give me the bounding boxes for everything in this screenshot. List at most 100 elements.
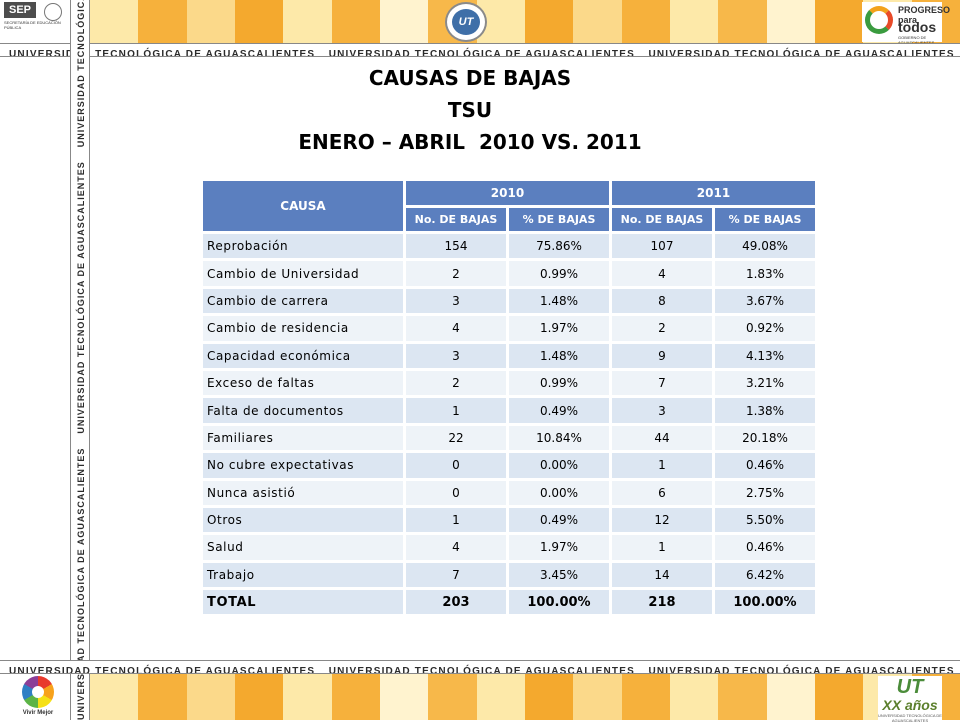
cell-percent-2011: 6.42% <box>715 562 815 588</box>
title-line-3: ENERO – ABRIL 2010 VS. 2011 <box>298 130 642 154</box>
cell-percent-2010: 1.97% <box>509 316 609 341</box>
cell-count-2011: 2 <box>612 316 712 341</box>
header-count-2011: No. DE BAJAS <box>612 208 712 231</box>
cell-percent-2010: 1.48% <box>509 343 609 368</box>
cell-count-2011: 107 <box>612 234 712 259</box>
header-count-2010: No. DE BAJAS <box>406 208 506 231</box>
header-year-2011: 2011 <box>612 181 815 205</box>
cell-percent-2011: 20.18% <box>715 425 815 451</box>
cell-count-2010: 1 <box>406 398 506 423</box>
cell-cause: Cambio de residencia <box>203 316 403 341</box>
cell-percent-2011: 49.08% <box>715 234 815 259</box>
cell-count-2011: 14 <box>612 562 712 588</box>
progreso-line1: PROGRESO para <box>898 5 951 25</box>
cell-count-2011: 12 <box>612 507 712 533</box>
cell-count-2010: 0 <box>406 480 506 505</box>
cell-percent-2011: 3.21% <box>715 370 815 396</box>
banner-text: UNIVERSIDAD TECNOLÓGICA DE AGUASCALIENTE… <box>9 49 316 57</box>
banner-text: UNIVERSIDAD TECNOLÓGICA DE AGUASCALIENTE… <box>328 49 635 57</box>
vivir-mejor-logo: Vivir Mejor <box>16 676 60 720</box>
cell-total-percent-2011: 100.00% <box>715 590 815 615</box>
ut-seal-text: UT <box>452 9 480 35</box>
dropout-causes-table: CAUSA 2010 2011 No. DE BAJAS % DE BAJAS … <box>200 178 818 617</box>
cell-percent-2011: 1.83% <box>715 261 815 286</box>
progreso-symbol-icon <box>865 6 893 34</box>
cell-percent-2011: 1.38% <box>715 398 815 423</box>
cell-total-count-2010: 203 <box>406 590 506 615</box>
vivir-mejor-text: Vivir Mejor <box>22 710 54 716</box>
vertical-banner-text: UNIVERSIDAD TECNOLÓGICA DE AGUASCALIENTE… <box>76 0 86 720</box>
cell-cause: No cubre expectativas <box>203 453 403 478</box>
cell-cause: Capacidad económica <box>203 343 403 368</box>
cell-count-2011: 1 <box>612 535 712 560</box>
progreso-line2: todos <box>898 19 937 35</box>
cell-percent-2011: 0.92% <box>715 316 815 341</box>
cell-count-2010: 0 <box>406 453 506 478</box>
cell-count-2010: 7 <box>406 562 506 588</box>
cell-count-2011: 6 <box>612 480 712 505</box>
cell-percent-2010: 0.00% <box>509 453 609 478</box>
cell-cause: Nunca asistió <box>203 480 403 505</box>
cell-percent-2010: 0.99% <box>509 261 609 286</box>
banner-text: UNIVERSIDAD TECNOLÓGICA DE AGUASCALIENTE… <box>328 666 635 674</box>
cell-percent-2011: 2.75% <box>715 480 815 505</box>
cell-count-2010: 3 <box>406 343 506 368</box>
sep-logo-text: SEP <box>4 2 36 18</box>
sep-subtitle: SECRETARÍA DE EDUCACIÓN PÚBLICA <box>4 20 61 30</box>
cell-cause: Cambio de Universidad <box>203 261 403 286</box>
cell-count-2010: 1 <box>406 507 506 533</box>
table-row: Capacidad económica 3 1.48% 9 4.13% <box>203 343 815 368</box>
cell-percent-2011: 3.67% <box>715 288 815 314</box>
table-row: Cambio de Universidad 2 0.99% 4 1.83% <box>203 261 815 286</box>
cell-total-count-2011: 218 <box>612 590 712 615</box>
cell-percent-2011: 0.46% <box>715 535 815 560</box>
table-row: Nunca asistió 0 0.00% 6 2.75% <box>203 480 815 505</box>
cell-percent-2010: 0.49% <box>509 507 609 533</box>
cell-total-percent-2010: 100.00% <box>509 590 609 615</box>
table-row: Otros 1 0.49% 12 5.50% <box>203 507 815 533</box>
cell-cause: Falta de documentos <box>203 398 403 423</box>
cell-count-2011: 9 <box>612 343 712 368</box>
banner-text: UNIVERSIDAD TECNOLÓGICA DE AGUASCALIENTE… <box>9 666 316 674</box>
university-banner-top: UNIVERSIDAD TECNOLÓGICA DE AGUASCALIENTE… <box>0 43 960 57</box>
cell-count-2010: 2 <box>406 261 506 286</box>
university-banner-bottom: UNIVERSIDAD TECNOLÓGICA DE AGUASCALIENTE… <box>0 660 960 674</box>
sep-logo: SEP SECRETARÍA DE EDUCACIÓN PÚBLICA <box>4 2 74 42</box>
ut-seal-logo: UT <box>445 2 487 42</box>
cell-count-2010: 4 <box>406 316 506 341</box>
cell-count-2011: 4 <box>612 261 712 286</box>
header-percent-2011: % DE BAJAS <box>715 208 815 231</box>
cell-total-label: TOTAL <box>203 590 403 615</box>
header-percent-2010: % DE BAJAS <box>509 208 609 231</box>
slide-title: CAUSAS DE BAJAS TSU ENERO – ABRIL 2010 V… <box>220 62 720 158</box>
cell-percent-2010: 10.84% <box>509 425 609 451</box>
cell-cause: Otros <box>203 507 403 533</box>
cell-count-2010: 22 <box>406 425 506 451</box>
table-row: Falta de documentos 1 0.49% 3 1.38% <box>203 398 815 423</box>
header-cause: CAUSA <box>203 181 403 231</box>
table-row: Cambio de residencia 4 1.97% 2 0.92% <box>203 316 815 341</box>
cell-cause: Familiares <box>203 425 403 451</box>
cell-count-2011: 7 <box>612 370 712 396</box>
cell-count-2011: 44 <box>612 425 712 451</box>
cell-percent-2011: 0.46% <box>715 453 815 478</box>
progreso-line3: GOBIERNO DE AGUASCALIENTES <box>898 35 934 45</box>
header-stripes <box>90 0 960 43</box>
cell-count-2011: 8 <box>612 288 712 314</box>
banner-text: UNIVERSIDAD TECNOLÓGICA DE AGUASCALIENTE… <box>648 49 955 57</box>
table-row: Salud 4 1.97% 1 0.46% <box>203 535 815 560</box>
table-total-row: TOTAL 203 100.00% 218 100.00% <box>203 590 815 615</box>
table-row: Familiares 22 10.84% 44 20.18% <box>203 425 815 451</box>
cell-percent-2010: 0.99% <box>509 370 609 396</box>
title-line-2: TSU <box>447 98 493 122</box>
cell-cause: Cambio de carrera <box>203 288 403 314</box>
cell-percent-2010: 0.49% <box>509 398 609 423</box>
cell-count-2010: 2 <box>406 370 506 396</box>
cell-percent-2010: 75.86% <box>509 234 609 259</box>
mexico-seal-icon <box>44 3 62 21</box>
table-row: Exceso de faltas 2 0.99% 7 3.21% <box>203 370 815 396</box>
cell-count-2010: 154 <box>406 234 506 259</box>
table-row: No cubre expectativas 0 0.00% 1 0.46% <box>203 453 815 478</box>
cell-percent-2010: 1.97% <box>509 535 609 560</box>
vertical-banner: UNIVERSIDAD TECNOLÓGICA DE AGUASCALIENTE… <box>70 0 90 720</box>
